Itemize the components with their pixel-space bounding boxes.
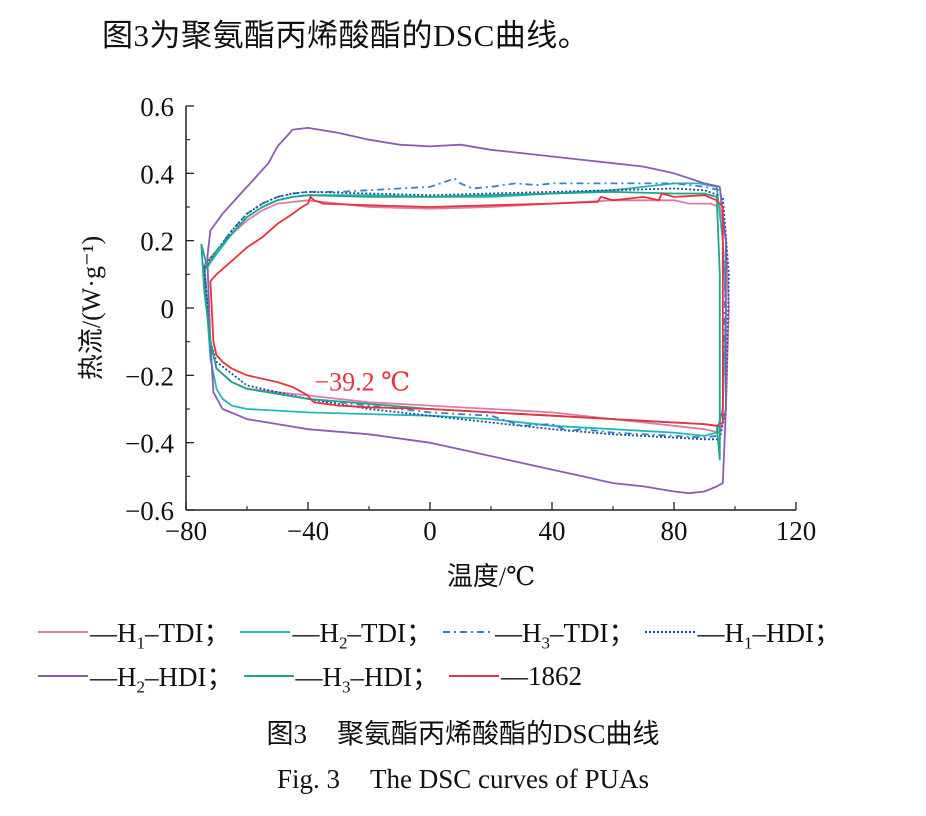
legend-label: —H1–HDI；	[697, 617, 841, 653]
y-tick-label: −0.6	[125, 496, 174, 526]
legend-swatch	[243, 674, 294, 677]
series-line-h1-tdi	[203, 199, 730, 434]
x-tick-label: −40	[287, 516, 329, 546]
legend-swatch	[442, 630, 493, 633]
series-line-h1-hdi	[203, 187, 730, 441]
y-tick-label: −0.4	[125, 429, 174, 459]
legend-label: —H3–TDI；	[494, 617, 636, 653]
legend-swatch	[38, 674, 88, 677]
caption-en-text: The DSC curves of PUAs	[370, 764, 649, 794]
x-tick-label: −80	[165, 516, 207, 546]
legend-row: —H1–TDI； —H2–TDI； —H3–TDI； —H1–HDI；	[38, 610, 918, 654]
legend-row: —H2–HDI； —H3–HDI； —1862	[38, 654, 918, 698]
legend-label: —1862	[501, 660, 582, 691]
legend-label: —H2–TDI；	[292, 617, 433, 653]
series-line-1862	[209, 192, 724, 427]
legend-item: —1862	[449, 661, 582, 692]
legend-label: —H1–TDI；	[90, 617, 231, 653]
legend-label: —H3–HDI；	[295, 661, 440, 697]
caption-english: Fig. 3 The DSC curves of PUAs	[0, 764, 926, 795]
plot-lines	[200, 127, 730, 495]
x-tick-label: 0	[423, 516, 437, 546]
legend-item: —H1–TDI；	[38, 611, 230, 653]
caption-cn-text: 聚氨酯丙烯酸酯的DSC曲线	[336, 719, 660, 749]
axes: −0.6 −0.4 −0.2 0 0.2 0.4 0.6 −80 −40 0 40 80 120 温度/℃…	[77, 92, 816, 591]
legend-label: —H2–HDI；	[90, 661, 234, 697]
intro-text: 图3为聚氨酯丙烯酸酯的DSC曲线。	[102, 18, 590, 53]
caption-cn-label: 图3	[266, 719, 307, 749]
legend-swatch	[449, 675, 499, 677]
legend-item: —H3–TDI；	[442, 611, 636, 653]
series-line-h3-tdi	[203, 177, 727, 439]
y-tick-label: 0	[161, 294, 175, 324]
y-tick-label: −0.2	[125, 361, 174, 391]
x-tick-label: 80	[661, 516, 688, 546]
series-line-h2-hdi	[206, 127, 727, 495]
legend-swatch	[645, 630, 696, 633]
y-tick-label: 0.4	[140, 159, 174, 189]
y-tick-label: 0.2	[140, 227, 174, 257]
legend-swatch	[38, 630, 88, 633]
x-tick-label: 120	[776, 516, 817, 546]
series-line-h3-hdi	[200, 191, 721, 461]
caption-chinese: 图3 聚氨酯丙烯酸酯的DSC曲线	[0, 712, 926, 751]
tg-annotation: −39.2 ℃	[314, 367, 410, 396]
legend-item: —H1–HDI；	[645, 611, 841, 653]
dsc-chart: −0.6 −0.4 −0.2 0 0.2 0.4 0.6 −80 −40 0 40 80 120 温度/℃…	[77, 92, 816, 591]
caption-en-label: Fig. 3	[276, 764, 341, 794]
legend-item: —H2–TDI；	[240, 611, 433, 653]
x-axis-label: 温度/℃	[447, 562, 535, 591]
y-tick-label: 0.6	[140, 92, 174, 122]
y-axis-label: 热流/(W·g⁻¹)	[77, 236, 106, 380]
x-tick-label: 40	[539, 516, 566, 546]
legend-swatch	[240, 630, 291, 633]
legend: —H1–TDI； —H2–TDI； —H3–TDI； —H1–HDI； —H2–HDI…	[38, 610, 918, 698]
legend-item: —H3–HDI；	[243, 655, 440, 697]
legend-item: —H2–HDI；	[38, 655, 234, 697]
